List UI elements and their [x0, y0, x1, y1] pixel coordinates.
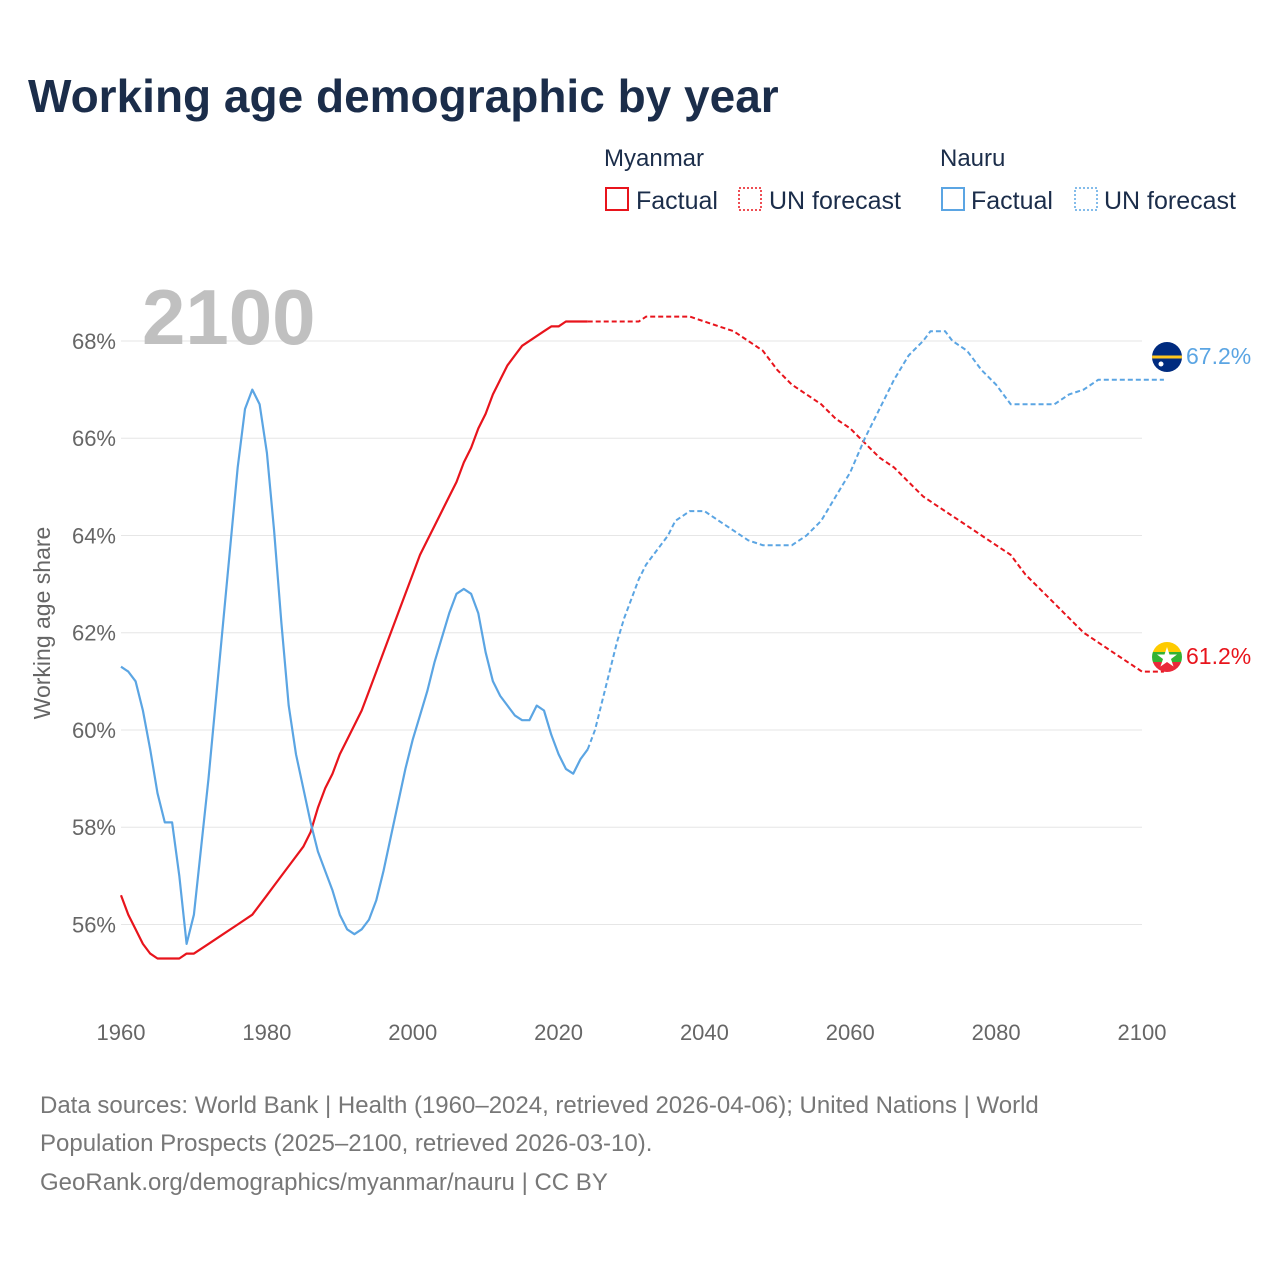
current-year-label: 2100 — [142, 273, 316, 361]
legend-label-myanmar-forecast: UN forecast — [769, 187, 901, 215]
y-axis-ticks: 56% 58% 60% 62% 64% 66% 68% — [72, 329, 116, 938]
myanmar-flag-marker — [1152, 642, 1182, 672]
chart-title: Working age demographic by year — [28, 70, 779, 122]
y-tick-label: 62% — [72, 621, 116, 646]
nauru-flag-marker — [1152, 342, 1182, 372]
gridlines — [121, 340, 1142, 925]
y-tick-label: 60% — [72, 718, 116, 743]
y-tick-label: 66% — [72, 426, 116, 451]
nauru-factual-line — [120, 388, 589, 945]
y-tick-label: 64% — [72, 523, 116, 548]
source-line-2: Population Prospects (2025–2100, retriev… — [40, 1130, 652, 1157]
x-tick-label: 1980 — [242, 1020, 291, 1045]
x-tick-label: 2080 — [972, 1020, 1021, 1045]
myanmar-factual-line — [119, 320, 588, 960]
legend-label-nauru-factual: Factual — [971, 187, 1053, 215]
legend-label-myanmar-factual: Factual — [636, 187, 718, 215]
source-line-3: GeoRank.org/demographics/myanmar/nauru |… — [40, 1169, 608, 1196]
legend-label-nauru-forecast: UN forecast — [1104, 187, 1236, 215]
nauru-forecast-line — [586, 330, 1164, 750]
x-axis-ticks: 1960 1980 2000 2020 2040 2060 2080 2100 — [97, 1020, 1167, 1045]
legend-swatch-myanmar-forecast — [738, 187, 762, 211]
source-line-1: Data sources: World Bank | Health (1960–… — [40, 1092, 1039, 1119]
legend: Myanmar Factual UN forecast Nauru Factua… — [604, 145, 1236, 215]
legend-swatch-myanmar-factual — [605, 187, 629, 211]
legend-swatch-nauru-forecast — [1074, 187, 1098, 211]
x-tick-label: 2100 — [1118, 1020, 1167, 1045]
myanmar-end-value: 61.2% — [1186, 643, 1251, 669]
y-tick-label: 56% — [72, 912, 116, 937]
y-axis-label: Working age share — [29, 527, 55, 720]
x-tick-label: 2000 — [388, 1020, 437, 1045]
x-tick-label: 2060 — [826, 1020, 875, 1045]
x-tick-label: 1960 — [97, 1020, 146, 1045]
legend-swatch-nauru-factual — [941, 187, 965, 211]
legend-group-nauru: Nauru — [940, 145, 1005, 172]
series-lines — [119, 315, 1164, 960]
y-tick-label: 68% — [72, 329, 116, 354]
x-tick-label: 2020 — [534, 1020, 583, 1045]
y-tick-label: 58% — [72, 815, 116, 840]
legend-group-myanmar: Myanmar — [604, 145, 704, 172]
x-tick-label: 2040 — [680, 1020, 729, 1045]
myanmar-forecast-line — [587, 315, 1164, 673]
nauru-end-value: 67.2% — [1186, 343, 1251, 369]
